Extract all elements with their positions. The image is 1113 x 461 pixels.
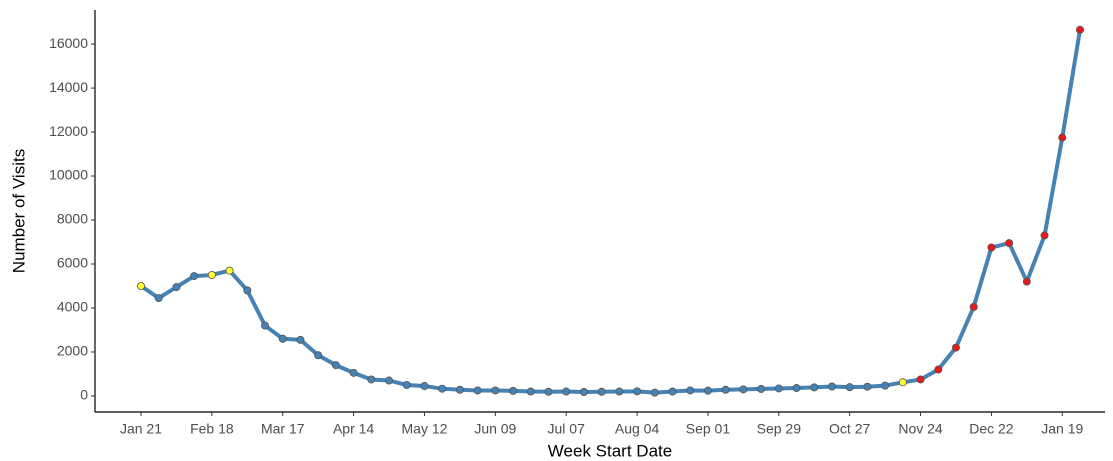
y-tick-label: 12000 (49, 123, 88, 139)
data-point (1005, 239, 1014, 248)
x-tick-label: Mar 17 (261, 421, 305, 437)
data-point (934, 365, 943, 374)
x-tick-label: Apr 14 (333, 421, 374, 437)
data-point (987, 243, 996, 252)
data-point (243, 286, 252, 295)
data-point (509, 386, 518, 395)
data-point (385, 376, 394, 385)
data-point (1058, 133, 1067, 142)
data-point (172, 283, 181, 292)
x-tick-label: Feb 18 (190, 421, 234, 437)
data-point (615, 387, 624, 396)
data-point (792, 384, 801, 393)
data-point (597, 387, 606, 396)
data-point (438, 384, 447, 393)
data-point (703, 386, 712, 395)
y-tick-label: 2000 (57, 343, 88, 359)
data-point (827, 382, 836, 391)
data-point (562, 387, 571, 396)
data-point (774, 384, 783, 393)
data-point (544, 387, 553, 396)
x-tick-label: Jan 19 (1041, 421, 1083, 437)
data-point (402, 380, 411, 389)
data-point (207, 270, 216, 279)
data-point (225, 266, 234, 275)
y-tick-label: 14000 (49, 79, 88, 95)
x-axis-title: Week Start Date (548, 441, 672, 460)
data-point (739, 385, 748, 394)
y-tick-label: 4000 (57, 299, 88, 315)
x-tick-label: Nov 24 (898, 421, 943, 437)
data-point (526, 387, 535, 396)
x-tick-label: Oct 27 (829, 421, 870, 437)
data-point (863, 382, 872, 391)
data-point (757, 384, 766, 393)
data-point (473, 386, 482, 395)
data-point (154, 294, 163, 303)
x-tick-label: Dec 22 (969, 421, 1014, 437)
data-point (650, 388, 659, 397)
data-point (1040, 231, 1049, 240)
y-tick-label: 6000 (57, 255, 88, 271)
x-tick-label: May 12 (402, 421, 448, 437)
data-point (331, 361, 340, 370)
y-axis-title: Number of Visits (9, 149, 28, 273)
data-point (845, 383, 854, 392)
data-point (136, 281, 145, 290)
data-point (969, 302, 978, 311)
data-point (261, 321, 270, 330)
data-point (349, 368, 358, 377)
data-point (455, 385, 464, 394)
y-tick-label: 0 (80, 387, 88, 403)
data-point (633, 387, 642, 396)
data-point (898, 378, 907, 387)
data-point (916, 375, 925, 384)
data-point (190, 272, 199, 281)
x-tick-label: Aug 04 (615, 421, 660, 437)
data-point (420, 382, 429, 391)
data-point (686, 386, 695, 395)
y-tick-label: 8000 (57, 211, 88, 227)
y-tick-label: 16000 (49, 35, 88, 51)
data-point (810, 383, 819, 392)
x-tick-label: Sep 29 (757, 421, 802, 437)
data-point (881, 381, 890, 390)
data-point (278, 334, 287, 343)
data-point (491, 386, 500, 395)
x-tick-label: Jan 21 (120, 421, 162, 437)
data-point (668, 387, 677, 396)
data-point (367, 375, 376, 384)
x-tick-label: Jun 09 (474, 421, 516, 437)
y-tick-label: 10000 (49, 167, 88, 183)
data-point (314, 351, 323, 360)
data-point (1022, 277, 1031, 286)
data-point (296, 335, 305, 344)
x-tick-label: Sep 01 (686, 421, 731, 437)
data-point (1076, 25, 1085, 34)
data-point (721, 385, 730, 394)
data-point (951, 343, 960, 352)
data-point (579, 387, 588, 396)
x-tick-label: Jul 07 (548, 421, 586, 437)
